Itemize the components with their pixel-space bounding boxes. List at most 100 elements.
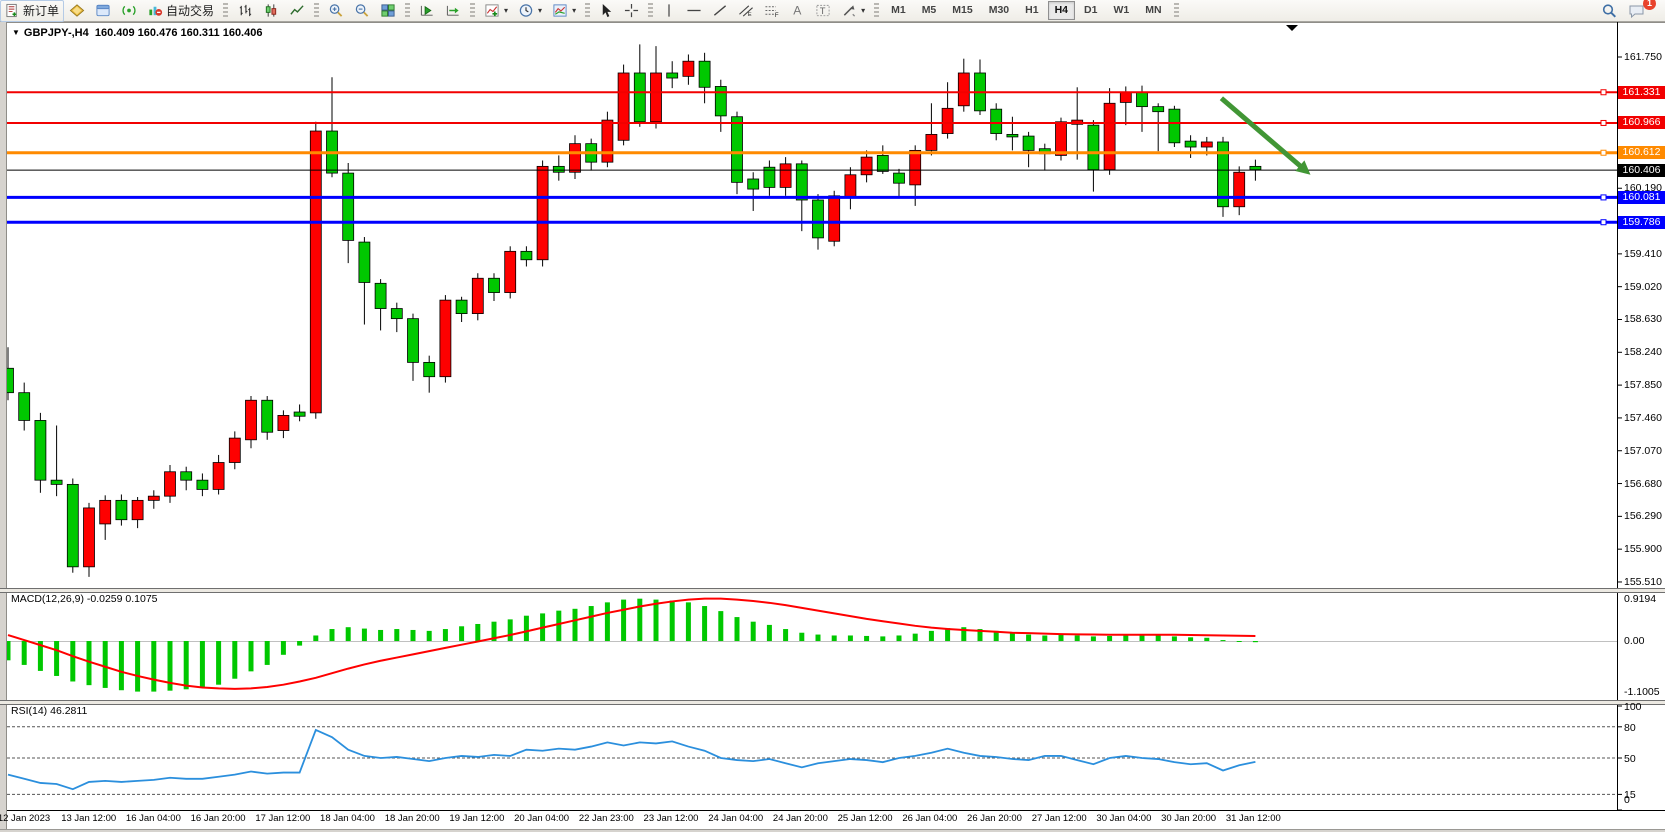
line-chart-icon — [290, 5, 304, 15]
zoom-out-icon — [355, 4, 369, 17]
panel-splitter-rsi[interactable] — [0, 700, 1665, 705]
macd-histogram-bar — [426, 630, 432, 641]
candle-body — [957, 72, 970, 107]
svg-text:F: F — [775, 12, 779, 18]
text-button[interactable]: A — [785, 0, 810, 22]
price-tick-label: 155.900 — [1624, 543, 1662, 556]
profiles-button[interactable] — [90, 0, 116, 22]
candle-body — [131, 499, 144, 521]
candle-body — [342, 172, 355, 241]
timeframe-button-W1[interactable]: W1 — [1113, 4, 1130, 16]
macd-histogram-bar — [718, 611, 724, 641]
macd-histogram-bar — [750, 621, 756, 641]
macd-histogram-bar — [993, 630, 999, 641]
macd-histogram-bar — [442, 629, 448, 641]
timeframe-button-M30[interactable]: M30 — [988, 4, 1010, 16]
time-axis-label: 23 Jan 12:00 — [643, 813, 699, 824]
macd-histogram-bar — [1123, 635, 1129, 641]
vertical-line-button[interactable] — [657, 0, 681, 22]
text-label-button[interactable]: T — [810, 0, 836, 22]
macd-histogram-bar — [556, 610, 562, 641]
price-tick-label: 161.750 — [1624, 51, 1662, 63]
toolbar-grip[interactable] — [314, 3, 320, 18]
crosshair-button[interactable] — [619, 0, 644, 22]
timeframe-button-H4[interactable]: H4 — [1047, 1, 1076, 20]
timeframe-button-D1[interactable]: D1 — [1084, 4, 1098, 16]
auto-scroll-button[interactable] — [414, 0, 440, 22]
new-order-button[interactable]: 新订单 — [0, 0, 65, 22]
autotrade-label: 自动交易 — [166, 4, 215, 18]
line-handle[interactable] — [1600, 119, 1607, 126]
timeframe-button-M5[interactable]: M5 — [921, 4, 937, 16]
toolbar-grip[interactable] — [648, 3, 654, 18]
bar-chart-icon — [239, 4, 252, 17]
macd-histogram-bar — [410, 629, 416, 641]
timeframe-button-H1[interactable]: H1 — [1025, 4, 1039, 16]
trend-arrow-annotation[interactable] — [1219, 96, 1305, 171]
notifications-button[interactable]: 1 — [1623, 0, 1656, 22]
candlestick-chart-button[interactable] — [258, 0, 284, 22]
line-handle[interactable] — [1600, 219, 1607, 226]
indicators-button[interactable]: ▾ — [479, 0, 513, 22]
timeframe-button-M15[interactable]: M15 — [952, 4, 973, 16]
periods-button[interactable]: ▾ — [513, 0, 547, 22]
candle-body — [666, 72, 679, 79]
rsi-value: 46.2811 — [50, 705, 88, 717]
macd-histogram-bar — [1155, 635, 1161, 641]
chevron-down-icon: ▾ — [572, 6, 577, 15]
line-handle[interactable] — [1600, 149, 1607, 156]
line-chart-button[interactable] — [284, 0, 310, 22]
zoom-in-button[interactable] — [323, 0, 349, 22]
panel-splitter-macd[interactable] — [0, 588, 1665, 593]
macd-histogram-bar — [1204, 637, 1210, 641]
candle-body — [698, 60, 711, 88]
candle-body — [682, 60, 695, 77]
toolbar-grip[interactable] — [585, 3, 591, 18]
template-icon — [553, 4, 567, 17]
macd-histogram-bar — [1058, 635, 1064, 641]
fibonacci-button[interactable]: F — [759, 0, 785, 22]
macd-histogram-bar — [151, 641, 157, 692]
price-tick-label: 159.020 — [1624, 280, 1662, 293]
bar-chart-button[interactable] — [232, 0, 258, 22]
toolbar-grip[interactable] — [470, 3, 476, 18]
chart-title-collapse-icon[interactable]: ▼ — [12, 28, 20, 37]
vertical-line-icon — [668, 4, 670, 17]
template-button[interactable]: ▾ — [547, 0, 581, 22]
chart-shift-marker[interactable] — [1286, 25, 1298, 31]
chart-shift-button[interactable] — [440, 0, 466, 22]
candle-body — [293, 411, 306, 417]
macd-histogram-bar — [572, 608, 578, 641]
line-handle[interactable] — [1600, 194, 1607, 201]
zoom-out-button[interactable] — [349, 0, 375, 22]
toolbar-grip[interactable] — [223, 3, 229, 18]
svg-text:A: A — [793, 4, 802, 18]
line-handle[interactable] — [1600, 89, 1607, 96]
signal-icon — [122, 5, 136, 16]
gold-button[interactable] — [64, 0, 90, 22]
macd-histogram-bar — [1074, 635, 1080, 641]
trendline-icon — [714, 5, 727, 16]
cursor-button[interactable] — [594, 0, 619, 22]
toolbar-grip[interactable] — [405, 3, 411, 18]
channel-button[interactable]: E — [733, 0, 759, 22]
gold-ingot-icon — [69, 4, 85, 17]
autotrade-button[interactable]: 自动交易 — [142, 0, 219, 22]
timeframe-button-MN[interactable]: MN — [1145, 4, 1162, 16]
toolbar-grip[interactable] — [874, 3, 880, 18]
signal-button[interactable] — [116, 0, 142, 22]
search-button[interactable] — [1596, 0, 1623, 22]
trendline-button[interactable] — [707, 0, 733, 22]
horizontal-line-button[interactable] — [681, 0, 707, 22]
candle-body — [795, 163, 808, 201]
arrows-tool-button[interactable]: ▾ — [836, 0, 870, 22]
horizontal-line-icon — [687, 9, 701, 12]
chart-symbol-period: GBPJPY-,H4 — [23, 27, 89, 39]
toolbar-grip[interactable] — [1173, 3, 1179, 18]
macd-histogram-bar — [1042, 635, 1048, 641]
macd-histogram-bar — [1171, 636, 1177, 641]
tile-windows-button[interactable] — [375, 0, 401, 22]
time-axis-label: 20 Jan 04:00 — [514, 813, 570, 824]
timeframe-button-M1[interactable]: M1 — [891, 4, 906, 16]
